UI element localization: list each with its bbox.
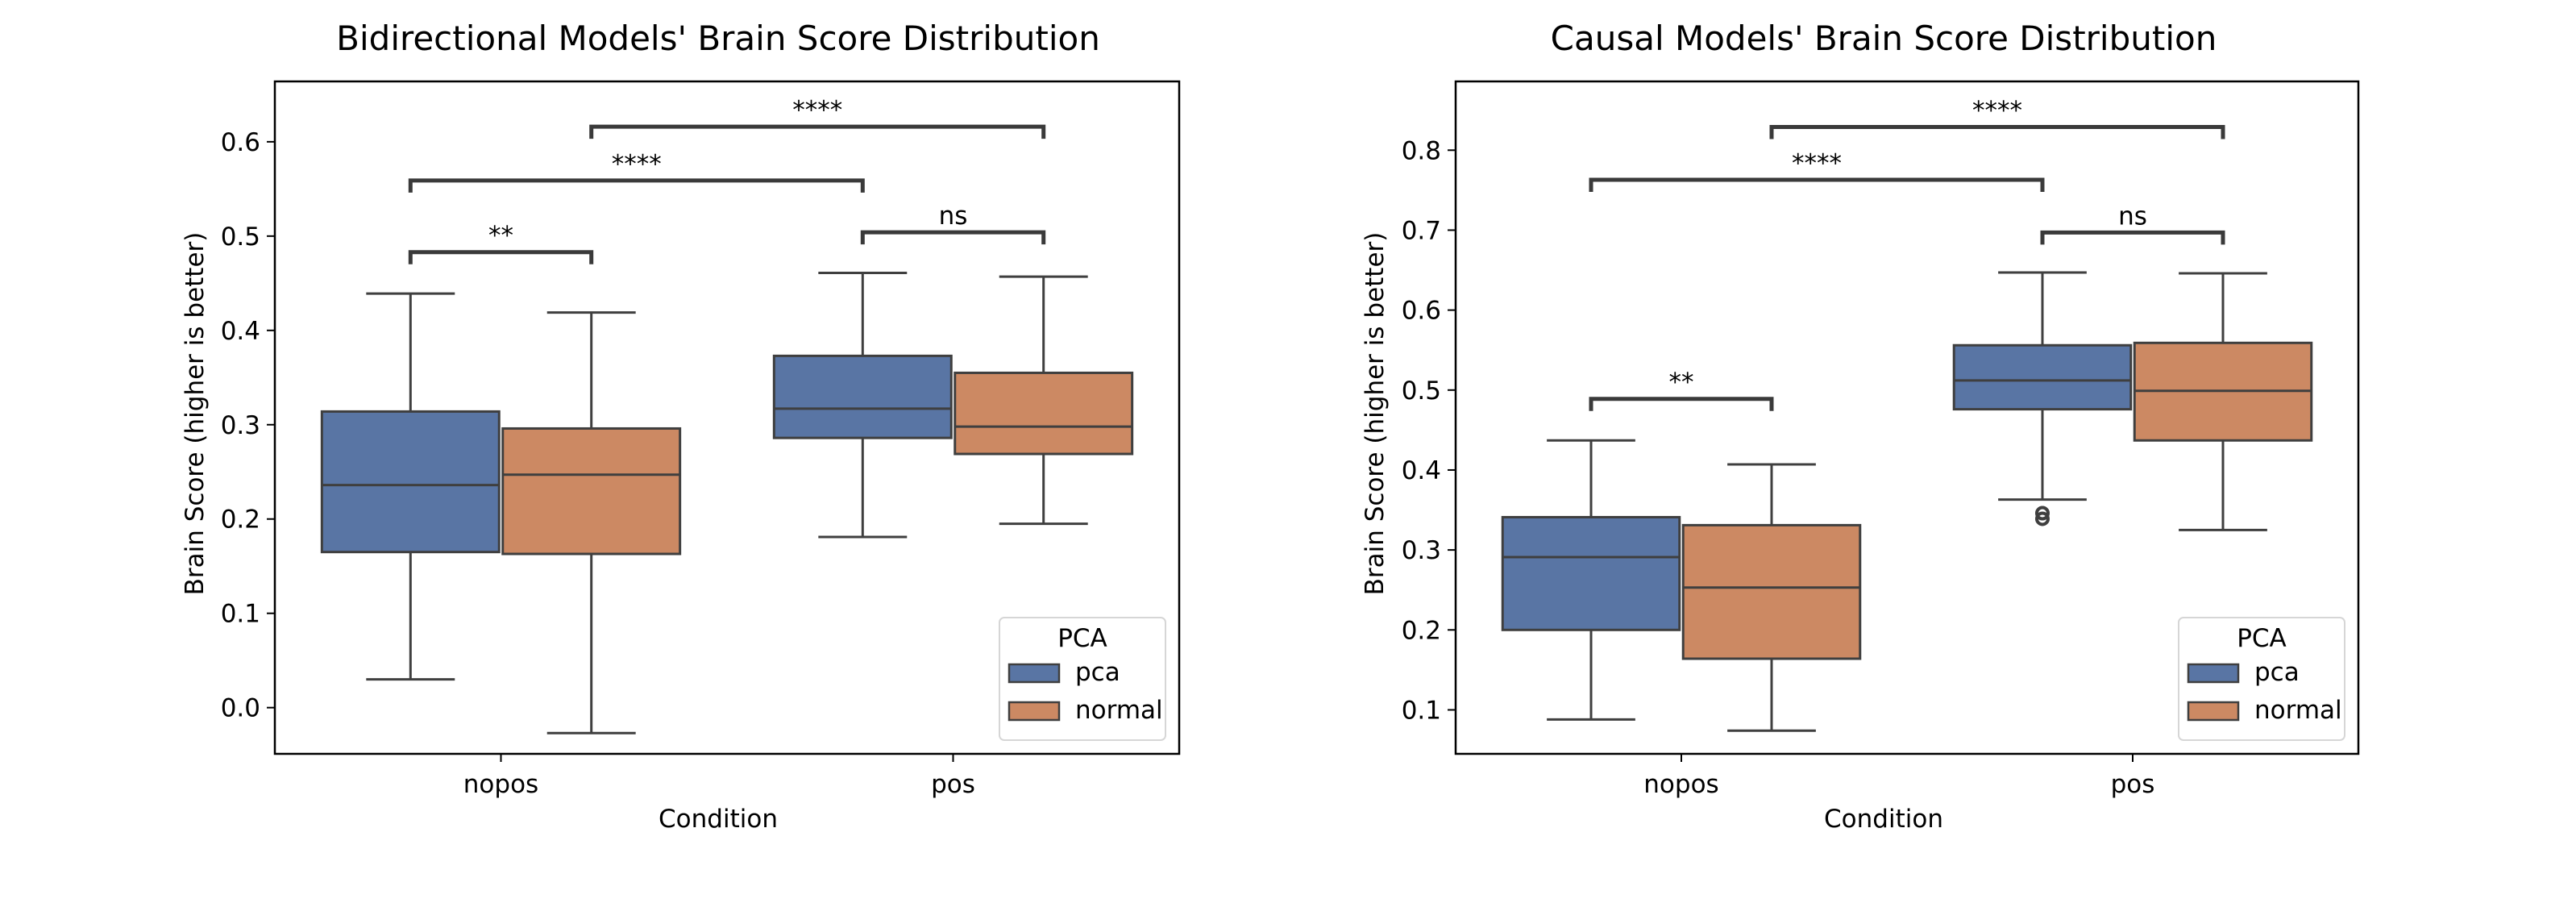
y-tick-label: 0.5 (1402, 377, 1441, 406)
legend-swatch-pca (1008, 663, 1061, 684)
y-tick-label: 0.3 (1402, 536, 1441, 565)
significance-label: ns (939, 202, 968, 231)
y-axis-label: Brain Score (higher is better) (1361, 232, 1390, 596)
legend-title: PCA (1057, 624, 1107, 653)
y-axis-label: Brain Score (higher is better) (181, 232, 210, 596)
significance-bracket (408, 250, 594, 264)
box-iqr (1952, 343, 2133, 411)
significance-label: **** (792, 96, 842, 125)
x-tick-label: nopos (463, 770, 538, 799)
significance-label: ** (488, 222, 513, 251)
box-pca-nopos (320, 292, 501, 681)
significance-label: ** (1669, 368, 1694, 397)
outlier-point (2035, 506, 2050, 521)
box-pca-pos (772, 271, 953, 539)
box-normal-nopos (501, 311, 682, 734)
y-tick-label: 0.8 (1402, 136, 1441, 165)
y-tick-label: 0.0 (221, 694, 260, 723)
x-tick-label: pos (931, 770, 975, 799)
legend-swatch-pca (2187, 663, 2240, 684)
bidirectional-chart: Bidirectional Models' Brain Score Distri… (181, 19, 1181, 834)
legend-label-normal: normal (2254, 696, 2342, 725)
x-tick-label: pos (2111, 770, 2155, 799)
legend-swatch-normal (1008, 701, 1061, 722)
axes-frame (1454, 80, 2360, 755)
chart-title: Causal Models' Brain Score Distribution (1551, 19, 2217, 58)
significance-bracket (1589, 397, 1774, 411)
box-iqr (320, 410, 501, 554)
legend: PCA pca normal (2178, 617, 2345, 741)
axes-frame (273, 80, 1181, 755)
significance-bracket (1769, 125, 2225, 139)
legend-swatch-normal (2187, 701, 2240, 722)
significance-bracket (1589, 177, 2045, 192)
box-normal-nopos (1681, 463, 1862, 732)
legend-label-pca: pca (2254, 658, 2300, 687)
box-iqr (1501, 515, 1681, 631)
causal-chart: Causal Models' Brain Score Distribution … (1361, 19, 2360, 834)
y-tick-label: 0.4 (221, 317, 260, 346)
chart-title: Bidirectional Models' Brain Score Distri… (336, 19, 1100, 58)
y-tick-label: 0.1 (221, 600, 260, 629)
x-tick-label: nopos (1643, 770, 1718, 799)
y-tick-label: 0.5 (221, 223, 260, 252)
significance-bracket (860, 230, 1046, 245)
x-axis-label: Condition (1824, 805, 1943, 834)
significance-bracket (2040, 230, 2225, 245)
box-iqr (954, 371, 1134, 456)
box-normal-pos (2133, 272, 2313, 531)
box-iqr (772, 354, 953, 439)
outlier-point (2035, 511, 2050, 526)
legend-title: PCA (2237, 624, 2287, 653)
legend-label-pca: pca (1075, 658, 1120, 687)
significance-bracket (589, 124, 1046, 139)
legend-label-normal: normal (1075, 696, 1163, 725)
x-axis-label: Condition (659, 805, 778, 834)
box-pca-pos (1952, 271, 2133, 526)
y-tick-label: 0.1 (1402, 696, 1441, 725)
box-pca-nopos (1501, 439, 1681, 721)
box-normal-pos (954, 275, 1134, 526)
box-iqr (1681, 523, 1862, 660)
y-tick-label: 0.2 (1402, 616, 1441, 645)
y-tick-label: 0.6 (1402, 297, 1441, 326)
y-tick-label: 0.3 (221, 411, 260, 440)
y-tick-label: 0.2 (221, 506, 260, 535)
y-tick-label: 0.6 (221, 128, 260, 157)
significance-label: **** (1972, 97, 2022, 126)
y-tick-label: 0.7 (1402, 216, 1441, 245)
significance-label: **** (1792, 149, 1842, 178)
plot-area: 0.0 0.1 0.2 0.3 0.4 0.5 0.6 nopos pos ** ns **** ***… (221, 80, 1181, 799)
legend: PCA pca normal (999, 617, 1166, 741)
significance-label: ns (2118, 202, 2147, 231)
box-iqr (501, 427, 682, 556)
significance-bracket (408, 178, 865, 193)
plot-area: 0.1 0.2 0.3 0.4 0.5 0.6 0.7 0.8 nopos pos ** ns ****… (1402, 80, 2360, 799)
significance-label: **** (612, 150, 662, 179)
y-tick-label: 0.4 (1402, 456, 1441, 485)
